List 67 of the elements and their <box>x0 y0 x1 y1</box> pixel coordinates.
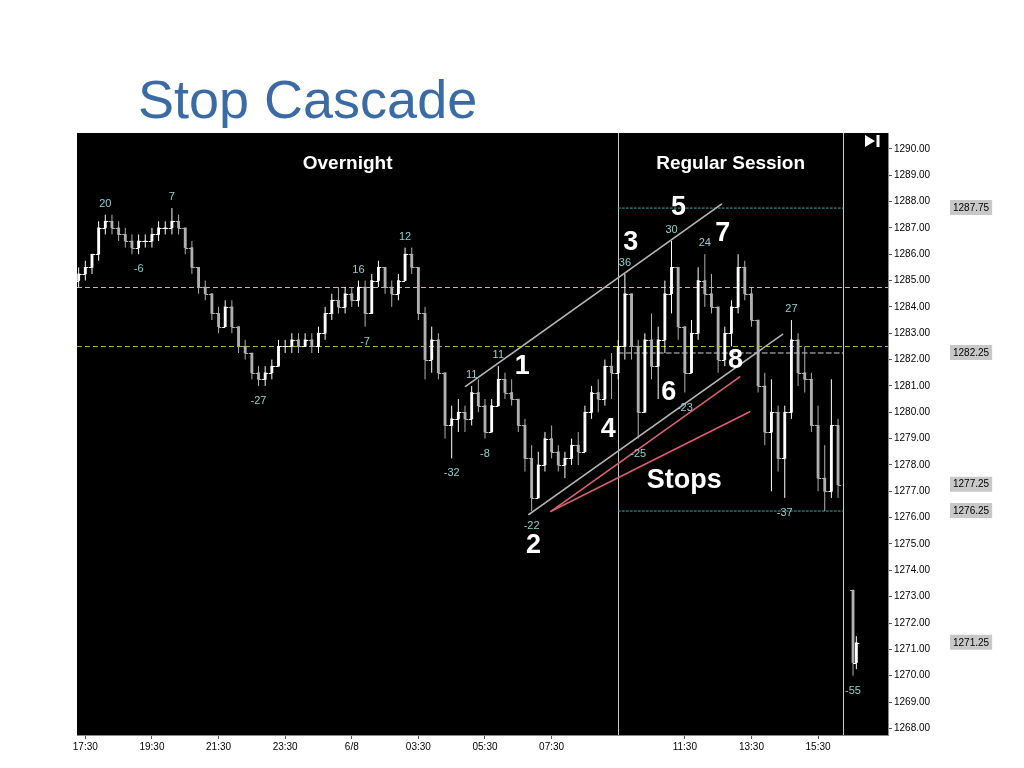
annotation: 4 <box>600 413 616 444</box>
y-tick-label: 1277.00 <box>894 485 931 497</box>
y-tick-label: 1273.00 <box>894 590 931 602</box>
annotation: 5 <box>671 191 687 222</box>
annotation: 24 <box>698 236 711 249</box>
y-tick-label: 1283.00 <box>894 326 931 338</box>
x-tick-label: 6/8 <box>344 740 360 752</box>
annotation: 12 <box>398 229 412 242</box>
y-tick-label: 1271.00 <box>894 643 931 655</box>
annotation: -32 <box>443 466 460 479</box>
y-tick-label: 1289.00 <box>894 168 931 180</box>
y-tick-label: 1270.00 <box>894 669 931 681</box>
x-tick-label: 17:30 <box>72 740 99 752</box>
series-label: Stops <box>646 464 722 495</box>
y-tick-label: 1280.00 <box>894 406 931 418</box>
y-tick-label: 1286.00 <box>894 247 931 259</box>
y-tick-label: 1282.00 <box>894 353 931 365</box>
x-tick-label: 15:30 <box>805 740 831 752</box>
annotation: -6 <box>133 262 144 275</box>
y-tick-label: 1272.00 <box>894 616 931 628</box>
y-tick-label: 1275.00 <box>894 537 931 549</box>
x-tick-label: 11:30 <box>672 740 698 752</box>
y-tick-label: 1290.00 <box>894 142 931 154</box>
x-tick-label: 23:30 <box>272 740 299 752</box>
annotation: 6 <box>661 375 677 406</box>
y-tick-label: 1279.00 <box>894 432 931 444</box>
y-tick-label: 1274.00 <box>894 564 931 576</box>
y-tick-label: 1269.00 <box>894 695 931 707</box>
annotation: 11 <box>492 348 505 361</box>
annotation: -7 <box>360 334 370 347</box>
chart-title: Stop Cascade <box>138 69 478 129</box>
annotation: 8 <box>727 344 743 375</box>
x-tick-label: 19:30 <box>139 740 165 752</box>
annotation: Regular Session <box>656 152 806 174</box>
annotation: 30 <box>665 223 678 236</box>
y-tick-label: 1284.00 <box>894 300 931 312</box>
annotation: 16 <box>352 262 365 275</box>
y-tick-label: 1281.00 <box>894 379 931 391</box>
annotation: 20 <box>99 196 112 209</box>
y2-tick-label: 1276.25 <box>953 504 990 516</box>
y-tick-label: 1285.00 <box>894 274 931 286</box>
x-tick-label: 03:30 <box>405 740 432 752</box>
annotation: -27 <box>250 393 267 406</box>
annotation: 1 <box>514 349 530 380</box>
y-tick-label: 1288.00 <box>894 195 931 207</box>
y2-tick-label: 1287.75 <box>953 201 990 213</box>
annotation: 27 <box>785 302 798 315</box>
annotation: -37 <box>776 505 793 518</box>
y2-tick-label: 1282.25 <box>953 346 990 358</box>
annotation: 7 <box>168 190 175 203</box>
x-tick-label: 13:30 <box>738 740 765 752</box>
y-tick-label: 1268.00 <box>894 722 931 734</box>
y-tick-label: 1276.00 <box>894 511 931 523</box>
annotation: 36 <box>618 255 632 268</box>
annotation: 11 <box>465 367 478 380</box>
x-tick-label: 05:30 <box>472 740 498 752</box>
annotation: 7 <box>715 216 731 247</box>
x-tick-label: 07:30 <box>539 740 565 752</box>
annotation: Overnight <box>302 152 394 174</box>
annotation: -55 <box>845 683 861 696</box>
y2-tick-label: 1271.25 <box>953 636 990 648</box>
y2-tick-label: 1277.25 <box>953 478 990 490</box>
annotation: 3 <box>623 226 639 257</box>
y-tick-label: 1278.00 <box>894 458 931 470</box>
x-tick-label: 21:30 <box>206 740 232 752</box>
annotation: -8 <box>480 446 490 459</box>
y-tick-label: 1287.00 <box>894 221 931 233</box>
